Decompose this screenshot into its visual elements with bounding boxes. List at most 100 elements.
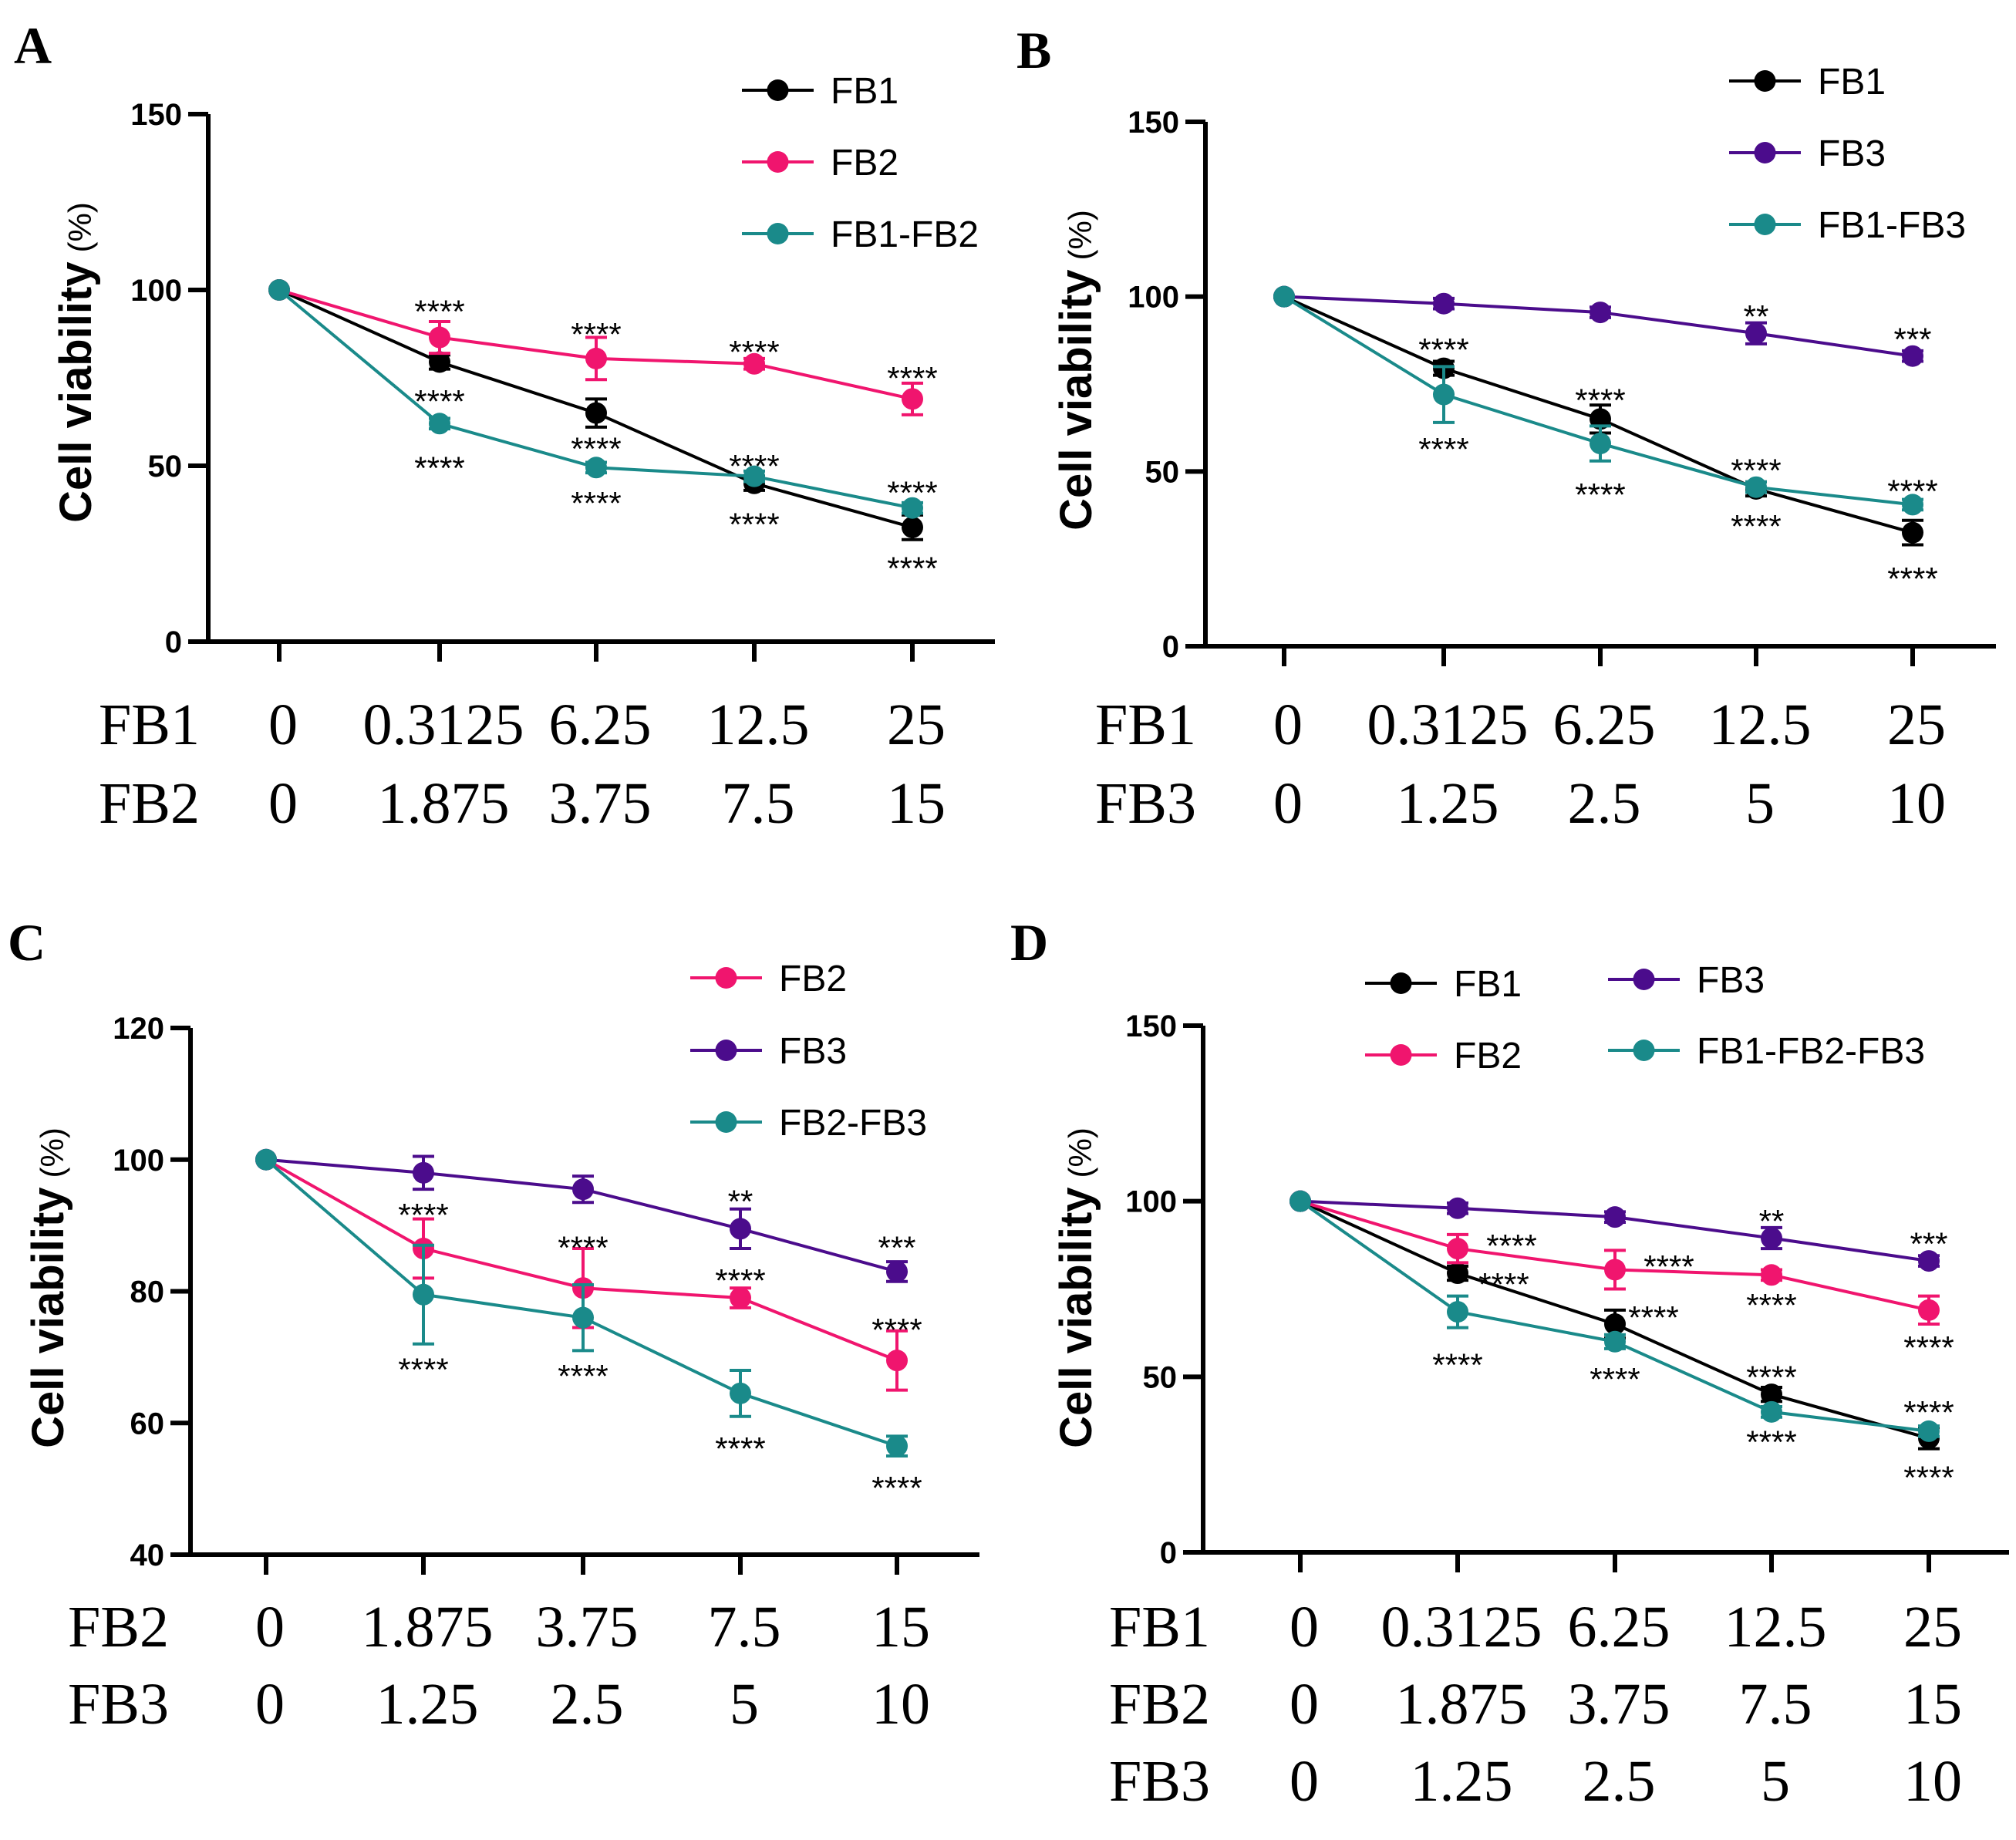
data-point xyxy=(730,1218,751,1240)
series-FB3 xyxy=(1273,285,1923,367)
significance-label: **** xyxy=(887,474,937,511)
y-axis-label-unit: (%) xyxy=(34,1127,70,1178)
data-point xyxy=(730,1382,751,1404)
legend-item: FB1-FB2-FB3 xyxy=(1608,1031,1925,1072)
significance-label: **** xyxy=(1887,473,1937,509)
data-point xyxy=(902,516,923,538)
panel-letter: D xyxy=(1010,913,1048,972)
data-point xyxy=(585,457,607,479)
significance-label: **** xyxy=(571,316,621,352)
dose-value: 2.5 xyxy=(551,1672,624,1737)
legend-item: FB3 xyxy=(1608,960,1765,1001)
legend-marker xyxy=(1754,70,1776,92)
significance-label: **** xyxy=(1628,1299,1678,1336)
panel-letter: B xyxy=(1016,21,1051,79)
y-tick-label: 50 xyxy=(1143,1360,1178,1394)
dose-value: 10 xyxy=(871,1672,930,1737)
dose-row-label: FB2 xyxy=(68,1595,169,1660)
legend-label: FB2 xyxy=(831,143,898,184)
y-tick-label: 0 xyxy=(1162,630,1179,664)
data-point xyxy=(1761,1227,1782,1249)
legend-item: FB1-FB2 xyxy=(742,214,979,255)
data-point xyxy=(1273,285,1295,308)
data-point xyxy=(572,1306,594,1329)
data-point xyxy=(1761,1400,1782,1423)
data-point xyxy=(413,1161,434,1184)
y-tick-label: 120 xyxy=(113,1012,164,1046)
panel-letter: A xyxy=(14,16,52,75)
significance-label: **** xyxy=(1590,1361,1640,1397)
legend-marker xyxy=(767,79,789,101)
legend-marker xyxy=(1754,214,1776,235)
legend-label: FB1 xyxy=(831,71,898,112)
dose-value: 0 xyxy=(268,693,298,757)
data-point xyxy=(1902,494,1923,516)
legend-marker xyxy=(1754,142,1776,163)
series-FB1-FB2 xyxy=(268,279,923,519)
dose-value: 1.875 xyxy=(378,771,510,836)
legend-item: FB2 xyxy=(1365,1036,1522,1077)
legend-item: FB3 xyxy=(1729,133,1886,174)
y-tick-label: 50 xyxy=(148,450,183,484)
y-tick-label: 150 xyxy=(1125,1009,1177,1043)
legend-label: FB3 xyxy=(1818,133,1886,174)
data-point xyxy=(886,1260,908,1282)
dose-value: 0.3125 xyxy=(363,693,524,757)
dose-value: 0.3125 xyxy=(1381,1595,1542,1660)
data-point xyxy=(1918,1420,1940,1442)
dose-value: 25 xyxy=(1887,693,1946,757)
legend-item: FB1 xyxy=(1729,62,1886,103)
significance-label: **** xyxy=(1575,477,1625,513)
dose-value: 25 xyxy=(887,693,946,757)
significance-label: **** xyxy=(1746,1287,1796,1323)
dose-row-label: FB2 xyxy=(1109,1672,1210,1737)
data-point xyxy=(730,1287,751,1309)
legend-label: FB1-FB3 xyxy=(1818,205,1966,246)
significance-label: **** xyxy=(1575,382,1625,419)
y-tick-label: 0 xyxy=(165,625,182,659)
significance-label: **** xyxy=(887,550,937,586)
legend-marker xyxy=(767,151,789,173)
data-point xyxy=(1447,1197,1468,1219)
data-point xyxy=(743,352,765,375)
legend-label: FB1 xyxy=(1818,62,1886,103)
dose-value: 6.25 xyxy=(1568,1595,1670,1660)
data-point xyxy=(1761,1264,1782,1286)
y-tick-label: 100 xyxy=(130,274,182,308)
data-point xyxy=(1604,1259,1626,1281)
dose-value: 1.875 xyxy=(1396,1672,1528,1737)
y-axis-label: Cell viability (%) xyxy=(1051,210,1101,531)
significance-label: **** xyxy=(729,448,779,484)
data-point xyxy=(886,1350,908,1372)
significance-label: **** xyxy=(1432,1347,1482,1383)
significance-label: **** xyxy=(1731,508,1781,544)
y-tick-label: 150 xyxy=(1128,106,1179,140)
dose-value: 15 xyxy=(887,771,946,836)
dose-value: 1.25 xyxy=(1397,771,1499,836)
series-FB2 xyxy=(1289,1190,1940,1326)
significance-label: ** xyxy=(1744,298,1769,335)
significance-label: ** xyxy=(728,1184,753,1220)
dose-value: 12.5 xyxy=(1724,1595,1827,1660)
significance-label: **** xyxy=(558,1229,608,1265)
data-point xyxy=(413,1283,434,1306)
dose-value: 0 xyxy=(1289,1595,1319,1660)
data-point xyxy=(268,279,290,301)
significance-label: **** xyxy=(1478,1266,1529,1302)
significance-label: **** xyxy=(571,485,621,521)
data-point xyxy=(1761,1383,1782,1406)
data-point xyxy=(1604,1330,1626,1353)
significance-label: *** xyxy=(1910,1225,1947,1262)
dose-value: 15 xyxy=(1903,1672,1962,1737)
data-point xyxy=(585,402,607,424)
data-point xyxy=(1604,1313,1626,1336)
data-point xyxy=(1590,302,1611,324)
y-axis-label: Cell viability (%) xyxy=(51,202,101,523)
dose-value: 0 xyxy=(255,1672,285,1737)
data-point xyxy=(429,351,450,373)
legend-marker xyxy=(715,1040,737,1061)
significance-label: **** xyxy=(1643,1249,1694,1285)
